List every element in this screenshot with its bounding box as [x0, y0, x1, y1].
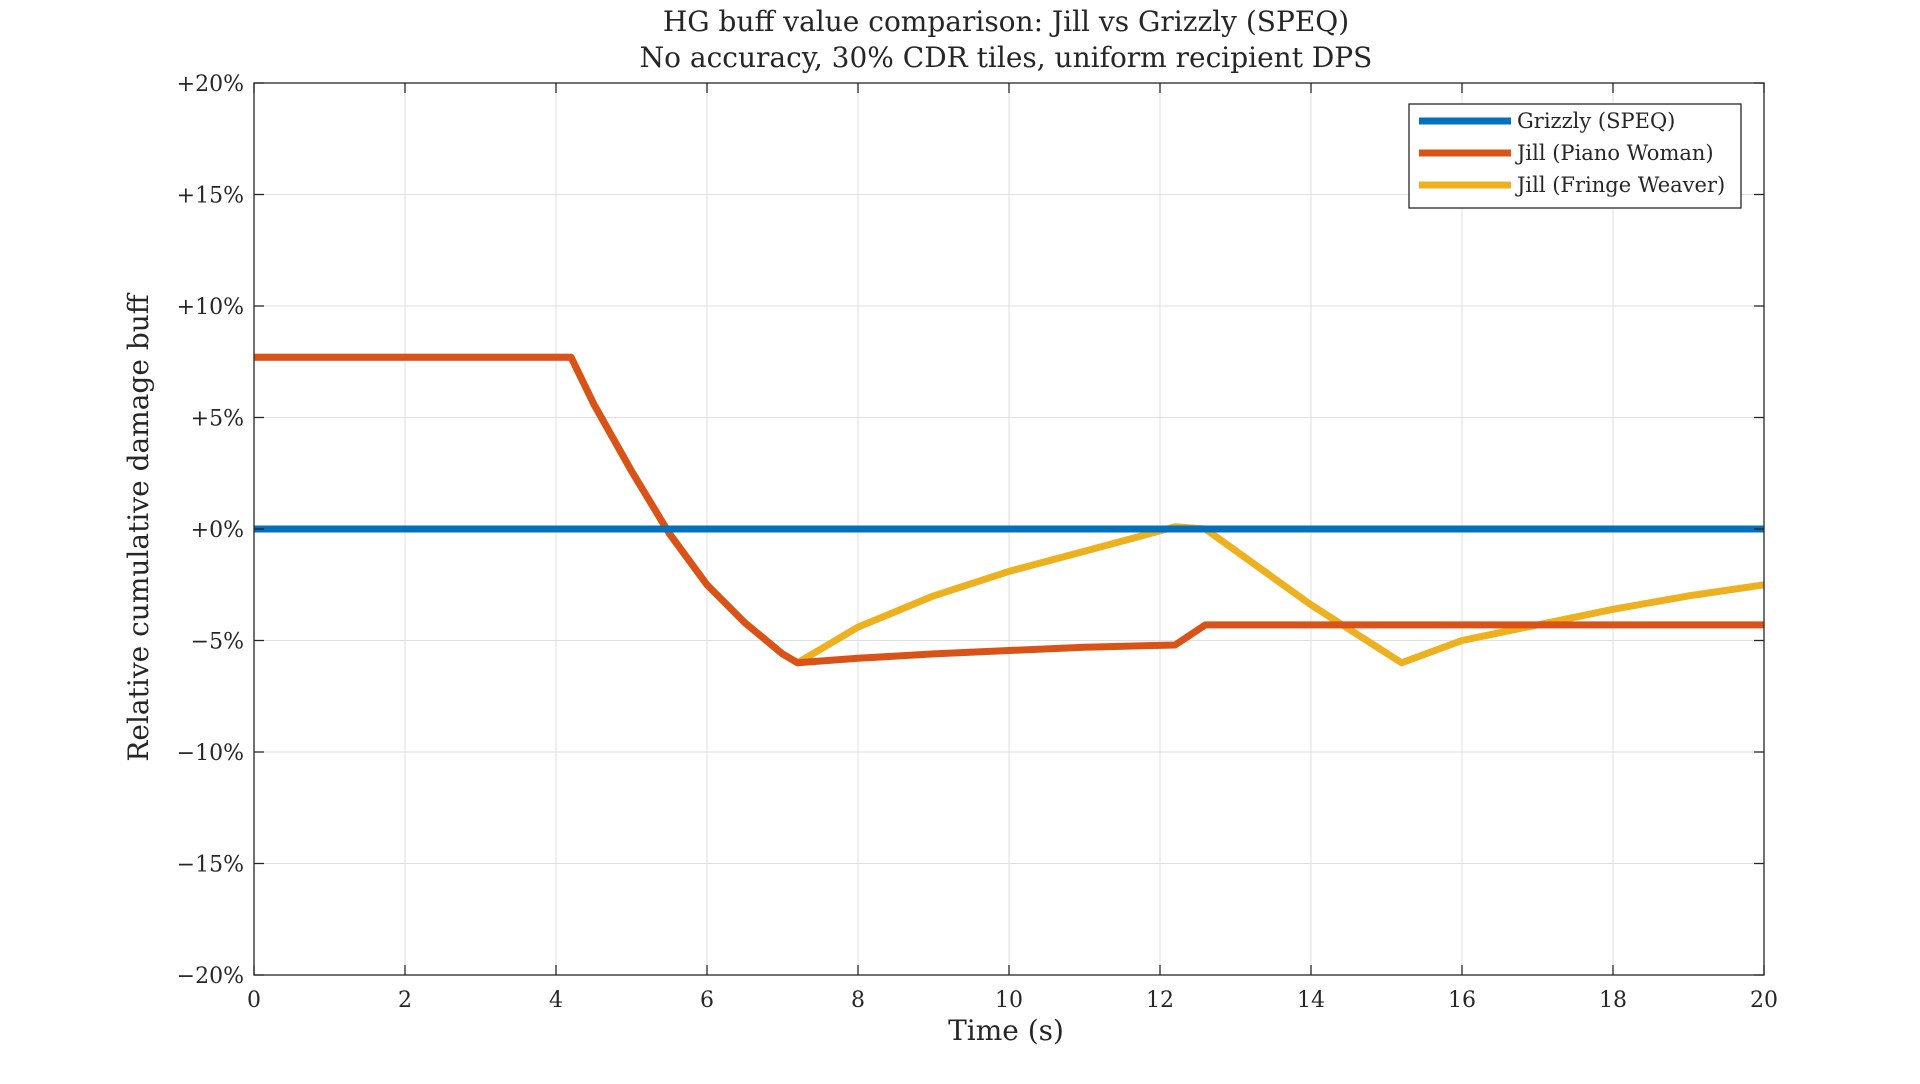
x-tick-label: 8	[851, 988, 865, 1013]
labels-layer: HG buff value comparison: Jill vs Grizzl…	[122, 5, 1372, 1047]
y-tick-label: +20%	[177, 72, 244, 97]
x-tick-label: 18	[1599, 988, 1627, 1013]
y-axis-label: Relative cumulative damage buff	[122, 292, 155, 761]
x-tick-label: 2	[398, 988, 412, 1013]
y-tick-label: −15%	[177, 853, 244, 878]
y-tick-label: −20%	[177, 964, 244, 989]
chart-title: HG buff value comparison: Jill vs Grizzl…	[663, 5, 1349, 38]
y-tick-label: +15%	[177, 184, 244, 209]
x-tick-label: 12	[1146, 988, 1174, 1013]
x-tick-label: 16	[1448, 988, 1476, 1013]
x-tick-label: 6	[700, 988, 714, 1013]
x-tick-label: 10	[995, 988, 1023, 1013]
x-axis-label: Time (s)	[948, 1014, 1064, 1047]
y-tick-label: +10%	[177, 295, 244, 320]
legend-label: Jill (Fringe Weaver)	[1515, 173, 1725, 197]
y-tick-label: −5%	[191, 630, 244, 655]
x-tick-label: 20	[1750, 988, 1778, 1013]
legend-label: Jill (Piano Woman)	[1515, 141, 1714, 165]
chart-subtitle: No accuracy, 30% CDR tiles, uniform reci…	[640, 41, 1373, 74]
x-tick-label: 0	[247, 988, 261, 1013]
series-layer	[254, 353, 1765, 667]
legend-label: Grizzly (SPEQ)	[1517, 109, 1675, 133]
y-tick-label: +5%	[191, 407, 244, 432]
series-line-1	[254, 353, 1764, 667]
y-tick-label: +0%	[191, 518, 244, 543]
x-tick-label: 4	[549, 988, 563, 1013]
axes-layer: 0 2 4 6 8 10 12 14 16 18 20 +20% +15% +10% +5% +0% −5% −1…	[177, 72, 1778, 1013]
legend: Grizzly (SPEQ) Jill (Piano Woman) Jill (Fr…	[1408, 103, 1742, 209]
x-tick-label: 14	[1297, 988, 1325, 1013]
y-tick-label: −10%	[177, 741, 244, 766]
